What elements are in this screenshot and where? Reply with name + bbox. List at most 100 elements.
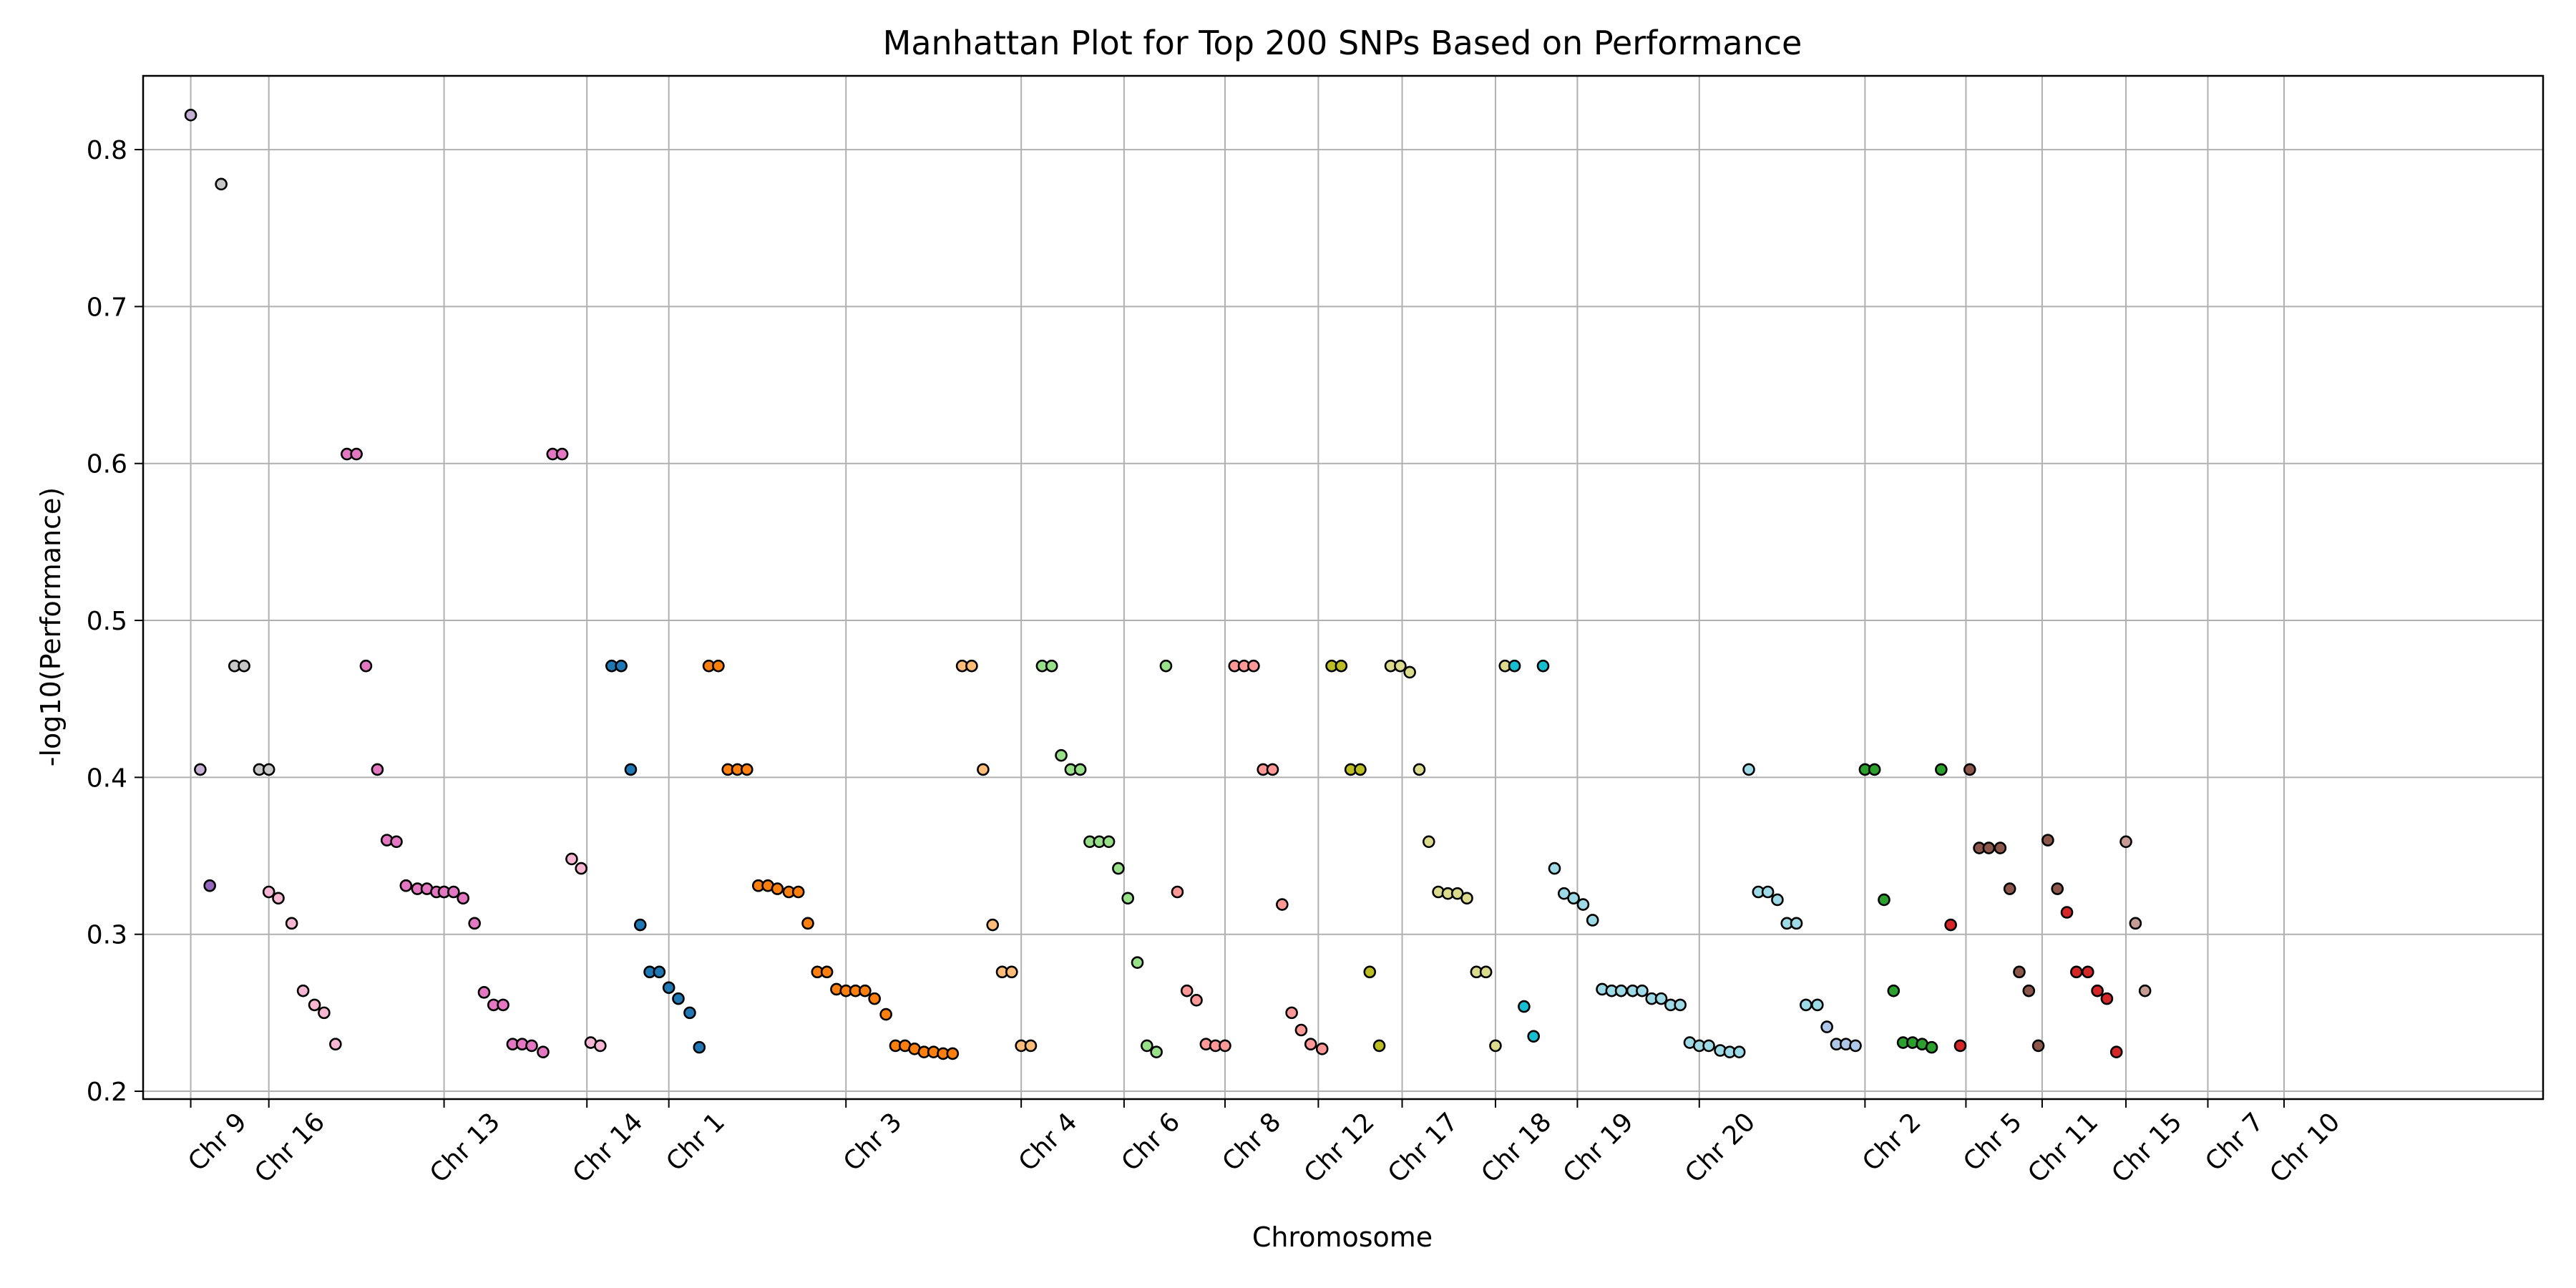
snp-point bbox=[350, 447, 363, 461]
snp-point bbox=[1732, 1045, 1746, 1059]
snp-point bbox=[318, 1006, 331, 1020]
x-tick-label: Chr 17 bbox=[1382, 1107, 1464, 1189]
snp-point bbox=[1518, 1000, 1531, 1013]
snp-point bbox=[1055, 748, 1068, 762]
snp-point bbox=[946, 1047, 960, 1060]
snp-point bbox=[1102, 835, 1116, 849]
snp-point bbox=[447, 885, 460, 899]
snp-point bbox=[1005, 965, 1018, 979]
snp-point bbox=[262, 885, 275, 899]
snp-point bbox=[2082, 965, 2094, 979]
snp-point bbox=[296, 984, 310, 997]
snp-point bbox=[1790, 917, 1803, 930]
snp-point bbox=[371, 763, 384, 776]
snp-point bbox=[1925, 1040, 1938, 1054]
snp-point bbox=[285, 917, 298, 930]
snp-point bbox=[468, 917, 481, 930]
snp-point bbox=[1878, 893, 1890, 907]
snp-point bbox=[693, 1040, 706, 1054]
x-tick-label: Chr 14 bbox=[567, 1107, 649, 1189]
snp-point bbox=[859, 984, 872, 997]
snp-point bbox=[477, 986, 491, 999]
snp-point bbox=[1073, 763, 1087, 776]
snp-point bbox=[1536, 659, 1550, 673]
snp-point bbox=[1394, 659, 1407, 673]
snp-point bbox=[1963, 763, 1976, 776]
snp-point bbox=[2100, 992, 2114, 1005]
snp-point bbox=[624, 763, 638, 776]
snp-point bbox=[1586, 914, 1599, 927]
x-tick-label: Chr 4 bbox=[1013, 1107, 1083, 1177]
snp-point bbox=[1285, 1006, 1298, 1020]
snp-point bbox=[986, 918, 1000, 932]
snp-point bbox=[1811, 998, 1824, 1012]
y-tick-label: 0.2 bbox=[87, 1078, 127, 1107]
y-tick-label: 0.6 bbox=[87, 450, 127, 479]
snp-point bbox=[1294, 1023, 1308, 1037]
snp-point bbox=[2129, 917, 2142, 930]
y-tick-label: 0.8 bbox=[87, 136, 127, 165]
snp-point bbox=[1150, 1045, 1163, 1059]
snp-point bbox=[1548, 862, 1561, 875]
snp-point bbox=[615, 659, 628, 673]
snp-point bbox=[1527, 1030, 1540, 1043]
x-tick-label: Chr 9 bbox=[182, 1107, 253, 1177]
snp-point bbox=[1112, 862, 1125, 875]
snp-point bbox=[1190, 994, 1203, 1007]
snp-point bbox=[1266, 763, 1279, 776]
snp-point bbox=[194, 763, 207, 776]
y-axis-ticks: 0.2 0.3 0.4 0.5 0.6 0.7 0.8 bbox=[87, 136, 143, 1107]
snp-point bbox=[184, 109, 197, 122]
snp-point bbox=[868, 992, 881, 1005]
x-tick-label: Chr 1 bbox=[660, 1107, 731, 1177]
x-tick-label: Chr 15 bbox=[2107, 1107, 2188, 1189]
x-tick-label: Chr 12 bbox=[1299, 1107, 1380, 1189]
x-tick-label: Chr 11 bbox=[2022, 1107, 2104, 1189]
snp-point bbox=[1315, 1043, 1329, 1055]
y-tick-label: 0.4 bbox=[87, 763, 127, 793]
snp-point bbox=[1868, 763, 1881, 776]
snp-point bbox=[1247, 659, 1260, 673]
snp-point bbox=[1413, 763, 1426, 776]
snp-point bbox=[801, 917, 814, 930]
snp-point bbox=[2138, 984, 2152, 997]
snp-point bbox=[308, 998, 321, 1012]
snp-point bbox=[653, 965, 666, 979]
snp-point bbox=[1131, 956, 1144, 969]
snp-point bbox=[359, 659, 373, 673]
snp-point bbox=[2091, 984, 2104, 997]
snp-point bbox=[525, 1039, 538, 1053]
x-axis-label: Chromosome bbox=[1252, 1221, 1433, 1253]
snp-point bbox=[215, 177, 228, 191]
chart-title: Manhattan Plot for Top 200 SNPs Based on… bbox=[883, 24, 1802, 62]
snp-point bbox=[1742, 763, 1755, 776]
x-tick-label: Chr 16 bbox=[249, 1107, 331, 1189]
snp-point bbox=[1403, 665, 1416, 679]
snp-point bbox=[1771, 893, 1784, 907]
snp-point bbox=[1654, 992, 1668, 1005]
snp-point bbox=[1304, 1038, 1317, 1051]
snp-point bbox=[594, 1039, 607, 1053]
snp-point bbox=[1508, 659, 1521, 673]
snp-point bbox=[1045, 659, 1058, 673]
snp-point bbox=[457, 892, 470, 905]
snp-point bbox=[1982, 841, 1996, 854]
x-tick-label: Chr 20 bbox=[1679, 1107, 1761, 1189]
snp-point bbox=[2013, 965, 2026, 979]
x-tick-label: Chr 18 bbox=[1475, 1107, 1557, 1189]
snp-point bbox=[2119, 835, 2132, 849]
snp-point bbox=[791, 885, 805, 899]
snp-point bbox=[1576, 898, 1590, 911]
snp-point bbox=[565, 852, 578, 866]
snp-point bbox=[662, 981, 675, 995]
snp-point bbox=[575, 862, 588, 875]
snp-point bbox=[2022, 984, 2036, 997]
snp-point bbox=[497, 998, 509, 1012]
snp-point bbox=[1935, 763, 1948, 776]
snp-point bbox=[1372, 1039, 1386, 1053]
snp-point bbox=[1159, 659, 1173, 673]
snp-point bbox=[977, 763, 990, 776]
snp-point bbox=[1276, 898, 1289, 911]
snp-point bbox=[262, 763, 275, 776]
